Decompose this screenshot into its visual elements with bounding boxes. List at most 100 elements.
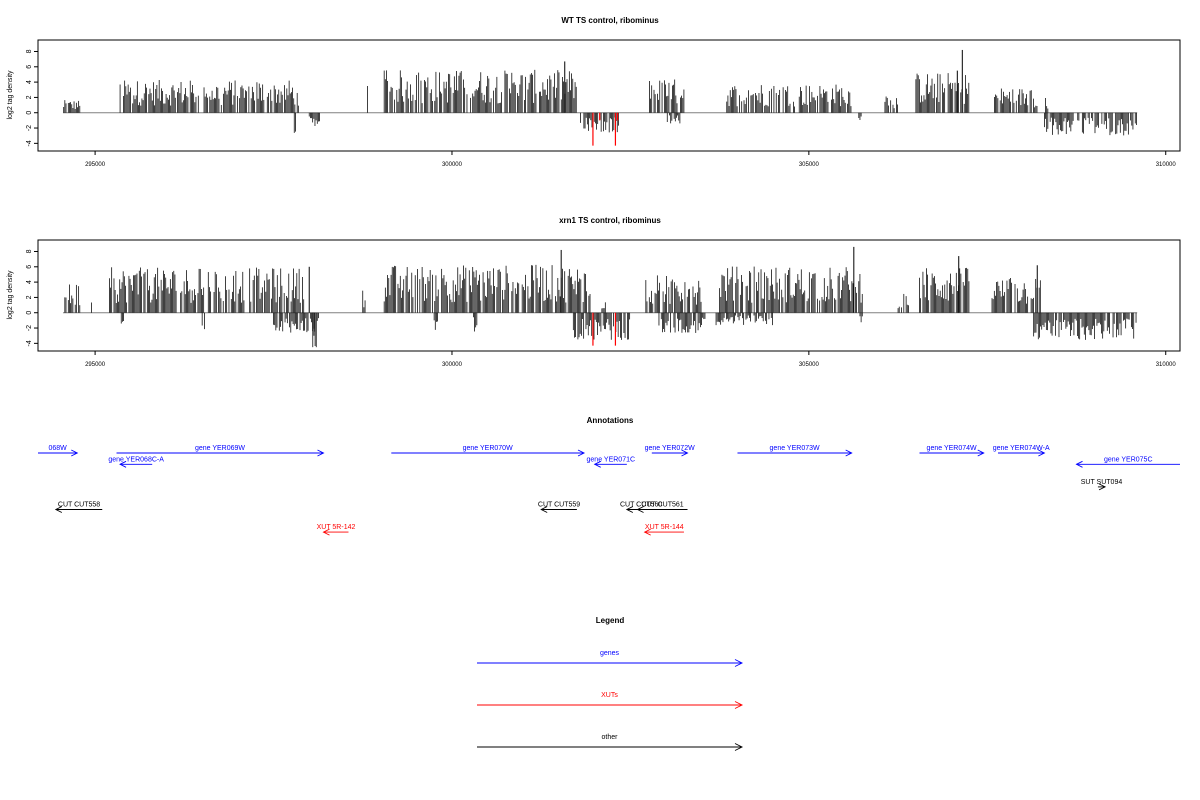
arrow-head xyxy=(625,506,634,513)
track-panel-wt: WT TS control, ribominus log2 tag densit… xyxy=(7,16,1181,168)
arrow-head xyxy=(845,449,853,457)
feature-label: gene YER071C xyxy=(587,456,636,463)
legend-label: genes xyxy=(600,650,620,657)
feature-label: gene YER074W-A xyxy=(993,445,1050,452)
feature-label: 068W xyxy=(48,445,67,452)
feature-arrow: CUT CUT561 xyxy=(636,502,688,513)
feature-arrow: gene YER073W xyxy=(737,445,853,457)
y-tick-label: -2 xyxy=(26,325,33,331)
arrow-head xyxy=(540,506,548,513)
feature-arrow: CUT CUT559 xyxy=(538,502,580,513)
arrow-head xyxy=(1075,460,1083,468)
feature-arrow: gene YER074W-A xyxy=(993,445,1050,457)
y-axis: -4 -2 0 2 4 6 8 xyxy=(26,49,38,146)
arrow-head xyxy=(643,528,651,536)
feature-arrow: gene YER071C xyxy=(587,456,636,468)
annotations-track: Annotations 068W gene YER068C-A gene YER06… xyxy=(38,416,1180,536)
feature-arrows: 068W gene YER068C-A gene YER069W gene YER07… xyxy=(38,445,1180,536)
arrow-head xyxy=(636,506,644,513)
legend-arrow-head xyxy=(734,743,744,751)
x-axis: 295000 300000 305000 310000 xyxy=(85,151,1176,168)
plot-frame xyxy=(37,39,1181,152)
feature-arrow: CUT CUT558 xyxy=(54,502,103,513)
feature-label: CUT CUT559 xyxy=(538,502,580,509)
feature-label: gene YER074W xyxy=(927,445,977,452)
legend: Legend genes XUTs other xyxy=(477,616,744,751)
arrow-head xyxy=(577,449,586,457)
feature-arrow: XUT 5R-142 xyxy=(317,524,356,536)
y-tick-label: 0 xyxy=(26,311,33,315)
x-tick-label: 310000 xyxy=(1156,362,1177,368)
arrow-head xyxy=(119,460,127,468)
y-tick-label: 2 xyxy=(26,295,33,299)
bars-group xyxy=(62,49,1138,146)
feature-label: gene YER070W xyxy=(463,445,513,452)
legend-item: other xyxy=(477,734,744,751)
y-axis: -4 -2 0 2 4 6 8 xyxy=(26,249,38,346)
feature-arrow: XUT 5R-144 xyxy=(643,524,684,536)
feature-arrow: gene YER068C-A xyxy=(108,456,164,468)
y-tick-label: -2 xyxy=(26,125,33,131)
track-panel-xrn1: xrn1 TS control, ribominus log2 tag dens… xyxy=(7,216,1181,368)
y-axis-label: log2 tag density xyxy=(7,70,14,120)
feature-arrow: gene YER072W xyxy=(645,445,695,457)
feature-label: XUT 5R-144 xyxy=(645,524,684,531)
x-axis: 295000 300000 305000 310000 xyxy=(85,351,1176,368)
x-tick-label: 305000 xyxy=(799,362,820,368)
feature-arrow: gene YER074W xyxy=(919,445,985,457)
legend-arrow-head xyxy=(734,659,744,667)
arrow-head xyxy=(54,506,63,513)
feature-arrow: gene YER075C xyxy=(1075,456,1180,468)
feature-label: XUT 5R-142 xyxy=(317,524,356,531)
arrow-head xyxy=(322,528,330,536)
x-tick-label: 295000 xyxy=(85,362,106,368)
feature-arrow: 068W xyxy=(38,445,79,457)
arrow-head xyxy=(977,449,985,457)
legend-arrow-head xyxy=(734,701,744,709)
feature-arrow: gene YER069W xyxy=(116,445,325,457)
arrow-head xyxy=(1098,483,1107,491)
arrow-head xyxy=(681,449,689,457)
y-tick-label: 0 xyxy=(26,111,33,115)
annotations-title: Annotations xyxy=(587,416,634,425)
panel-title: xrn1 TS control, ribominus xyxy=(559,216,661,225)
feature-label: gene YER069W xyxy=(195,445,245,452)
legend-item: genes xyxy=(477,650,744,667)
feature-label: CUT CUT558 xyxy=(58,502,100,509)
feature-label: gene YER075C xyxy=(1104,456,1153,463)
feature-label: CUT CUT561 xyxy=(641,502,683,509)
arrow-head xyxy=(71,449,79,457)
feature-label: gene YER072W xyxy=(645,445,695,452)
arrow-head xyxy=(1038,449,1046,457)
y-tick-label: 6 xyxy=(26,65,33,69)
legend-label: other xyxy=(602,734,619,741)
y-axis-label: log2 tag density xyxy=(7,270,14,320)
x-tick-label: 295000 xyxy=(85,162,106,168)
x-tick-label: 305000 xyxy=(799,162,820,168)
feature-arrow: gene YER070W xyxy=(391,445,586,457)
arrow-head xyxy=(317,449,325,457)
y-tick-label: 6 xyxy=(26,265,33,269)
y-tick-label: 8 xyxy=(26,249,33,253)
panel-title: WT TS control, ribominus xyxy=(561,16,659,25)
feature-label: SUT SUT094 xyxy=(1081,479,1123,486)
y-tick-label: 4 xyxy=(26,280,33,284)
y-tick-label: -4 xyxy=(26,340,33,346)
x-tick-label: 310000 xyxy=(1156,162,1177,168)
plot-frame xyxy=(37,239,1181,352)
x-tick-label: 300000 xyxy=(442,162,463,168)
legend-label: XUTs xyxy=(601,692,618,699)
y-tick-label: 2 xyxy=(26,95,33,99)
y-tick-label: 4 xyxy=(26,80,33,84)
y-tick-label: -4 xyxy=(26,140,33,146)
feature-label: gene YER068C-A xyxy=(108,456,164,463)
y-tick-label: 8 xyxy=(26,49,33,53)
arrow-head xyxy=(593,460,601,468)
feature-arrow: SUT SUT094 xyxy=(1081,479,1123,491)
legend-item: XUTs xyxy=(477,692,744,709)
bars-group xyxy=(62,246,1138,348)
feature-label: CUT CUT560 xyxy=(620,502,662,509)
feature-label: gene YER073W xyxy=(770,445,820,452)
x-tick-label: 300000 xyxy=(442,362,463,368)
